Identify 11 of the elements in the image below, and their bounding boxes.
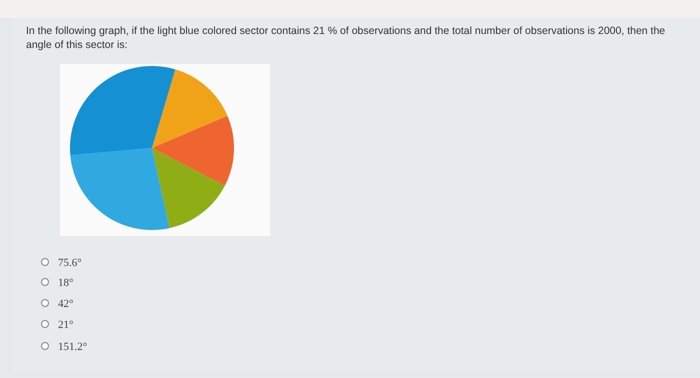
text: 21°	[58, 319, 74, 331]
pie-slice	[70, 148, 170, 230]
pie-slice	[152, 69, 228, 148]
text: 75.6°	[58, 257, 82, 269]
text: 18°	[58, 277, 74, 289]
pie-slice	[152, 116, 234, 186]
pie-slice	[152, 148, 225, 228]
text: In the following graph, if the light blue colored sector contains 21 % of observations and the total number of observations is 2000, then the angle of this sector is:	[26, 25, 666, 51]
pie-slice	[70, 66, 176, 156]
text: 42°	[58, 298, 74, 310]
text: 151.2°	[58, 341, 88, 353]
